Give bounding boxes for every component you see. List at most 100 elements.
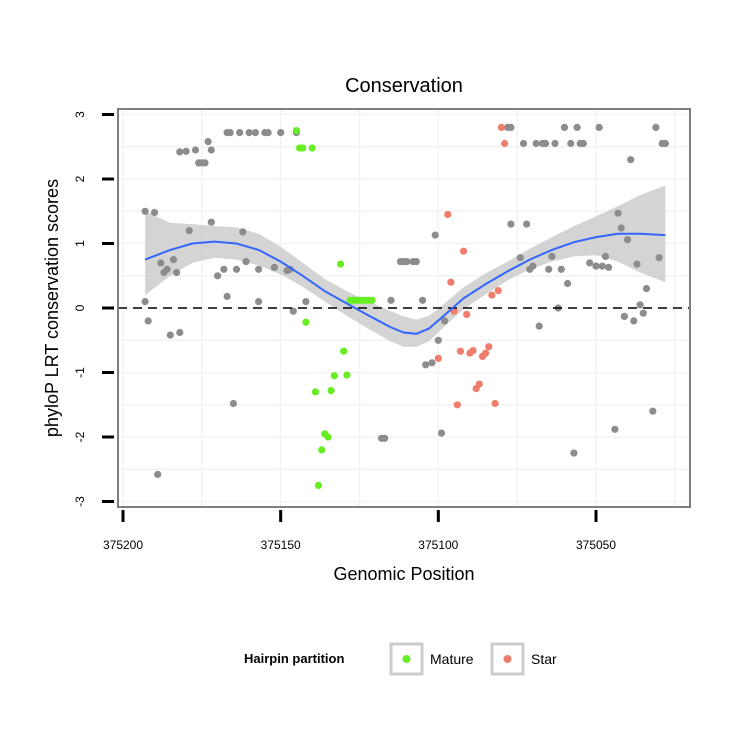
data-point-other [302,298,310,306]
data-point-other [630,317,638,325]
data-point-other [251,129,259,137]
data-point-other [264,129,272,137]
data-point-other [611,425,619,433]
data-point-other [232,265,241,273]
x-tick-label: 375150 [261,538,301,552]
data-point-mature [299,144,307,152]
data-point-star [463,310,471,318]
chart-title: Conservation [345,75,463,97]
data-point-other [242,258,250,266]
plot-area [117,108,691,508]
data-point-other [541,139,550,148]
data-point-mature [308,144,316,152]
data-point-mature [368,296,376,304]
data-point-other [535,322,543,330]
data-point-other [412,258,420,266]
data-point-other [557,265,565,273]
data-point-other [150,208,159,217]
data-point-other [166,331,174,339]
data-point-other [507,220,515,228]
legend-label-mature: Mature [430,651,474,667]
data-point-mature [337,260,345,268]
y-axis-title: phyloP LRT conservation scores [42,179,62,437]
data-point-star [501,139,509,148]
data-point-star [491,399,499,408]
data-point-mature [311,388,319,396]
smooth-trend-line [144,232,666,335]
data-point-other [592,262,600,270]
data-point-star [460,247,468,255]
data-point-other [567,139,575,148]
data-point-other [428,359,436,367]
data-point-other [176,148,184,156]
legend-label-star: Star [531,651,557,667]
data-point-other [633,260,641,268]
data-point-mature [324,433,332,441]
data-point-other [564,279,572,288]
data-point-other [236,129,244,137]
data-point-other [551,139,559,148]
data-point-star [494,287,502,295]
data-point-other [627,156,635,164]
data-point-other [598,262,606,270]
data-point-other [163,265,171,273]
data-point-other [207,146,215,154]
legend-title: Hairpin partition [244,651,344,666]
data-point-star [475,380,483,388]
y-tick-label: 3 [73,111,87,118]
data-point-other [245,129,253,137]
y-tick-label: -1 [73,367,87,378]
data-point-other [191,146,200,154]
data-point-other [507,123,515,131]
data-point-star [488,291,496,299]
series-star [434,123,509,409]
data-point-other [601,252,610,260]
legend-marker-star [503,655,512,663]
data-point-other [532,139,540,148]
data-point-other [169,256,178,264]
data-point-other [154,470,162,478]
data-point-mature [314,481,323,489]
data-point-other [201,159,209,167]
data-point-other [434,336,442,344]
y-tick-label: 1 [73,240,87,247]
data-point-mature [327,387,335,395]
data-point-other [437,429,446,437]
data-point-other [182,147,190,155]
data-point-star [444,210,452,219]
data-point-other [623,236,632,244]
data-point-mature [340,347,348,355]
data-point-other [652,123,660,131]
data-point-mature [330,372,338,380]
data-point-other [419,296,427,304]
data-point-other [422,361,430,369]
data-point-other [229,399,237,408]
data-point-other [381,434,389,442]
data-point-other [214,272,222,280]
data-point-other [516,254,524,262]
data-point-star [497,123,505,131]
data-point-other [620,312,629,320]
data-point-other [642,285,651,293]
data-point-other [649,407,657,415]
data-point-other [441,317,449,325]
data-point-other [173,268,181,277]
x-tick-label: 375050 [576,538,616,552]
data-point-other [220,265,228,273]
data-point-other [207,218,215,226]
data-point-other [176,328,184,337]
data-point-other [661,139,670,148]
data-point-other [387,296,395,304]
data-point-star [485,343,493,351]
data-point-other [157,259,165,267]
data-point-other [519,139,528,148]
data-point-other [289,307,297,315]
data-point-other [270,263,278,271]
data-point-other [226,129,234,137]
data-point-other [639,309,647,317]
y-tick-label: 0 [73,304,87,311]
data-point-other [545,265,553,273]
x-axis-title: Genomic Position [333,564,474,584]
